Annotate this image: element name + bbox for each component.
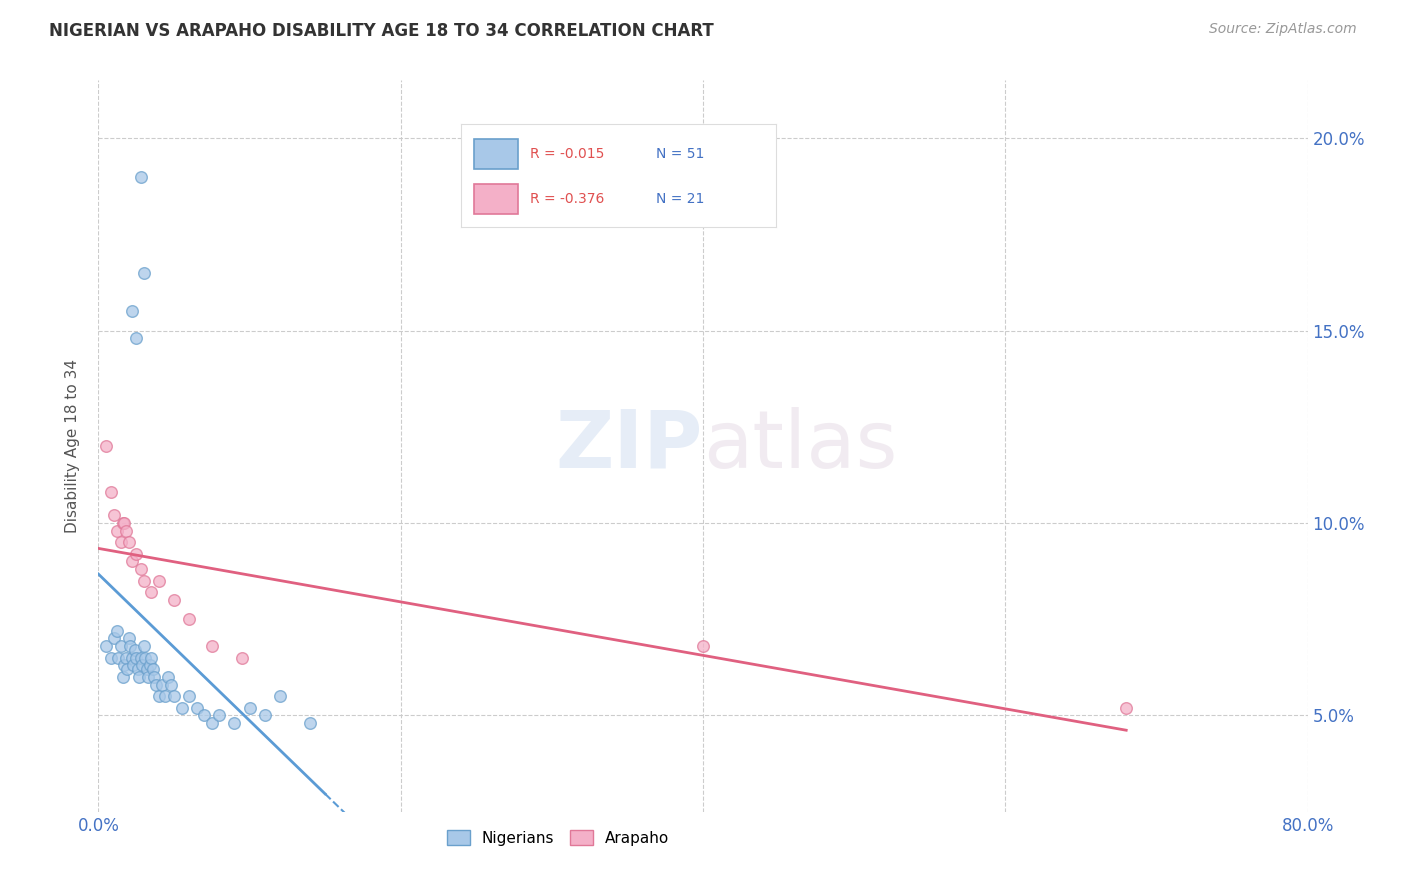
Point: [148, 690, 170, 704]
Point: [100, 650, 122, 665]
Point: [170, 700, 193, 714]
Point: [127, 662, 149, 676]
Text: ZIP: ZIP: [555, 407, 703, 485]
Point: [142, 662, 165, 676]
Point: [103, 508, 125, 523]
Point: [141, 650, 163, 665]
Point: [121, 650, 143, 665]
Point: [143, 670, 166, 684]
Point: [156, 670, 179, 684]
Point: [114, 524, 136, 538]
Point: [114, 62, 136, 76]
Point: [107, 650, 129, 665]
Point: [125, 547, 148, 561]
Point: [100, 485, 122, 500]
Point: [208, 708, 231, 723]
Point: [110, 535, 132, 549]
Point: [103, 632, 125, 646]
Point: [94, 639, 117, 653]
Point: [201, 639, 224, 653]
Point: [114, 650, 136, 665]
Point: [128, 670, 150, 684]
Point: [141, 585, 163, 599]
Point: [131, 658, 153, 673]
Point: [150, 678, 173, 692]
Point: [134, 650, 156, 665]
Point: [120, 639, 142, 653]
Point: [132, 266, 155, 280]
Point: [122, 658, 145, 673]
Point: [125, 331, 148, 345]
Point: [136, 670, 159, 684]
Y-axis label: Disability Age 18 to 34: Disability Age 18 to 34: [65, 359, 80, 533]
Point: [153, 690, 176, 704]
Point: [110, 639, 132, 653]
Text: NIGERIAN VS ARAPAHO DISABILITY AGE 18 TO 34 CORRELATION CHART: NIGERIAN VS ARAPAHO DISABILITY AGE 18 TO…: [49, 22, 714, 40]
Point: [135, 662, 157, 676]
Point: [239, 700, 262, 714]
Point: [112, 658, 135, 673]
Point: [1115, 700, 1137, 714]
Point: [193, 708, 215, 723]
Point: [224, 716, 246, 731]
Point: [231, 650, 253, 665]
Point: [179, 690, 201, 704]
Point: [129, 169, 152, 184]
Point: [118, 632, 141, 646]
Point: [163, 690, 186, 704]
Point: [139, 658, 162, 673]
Point: [111, 670, 134, 684]
Point: [269, 690, 291, 704]
Point: [125, 650, 148, 665]
Point: [253, 708, 276, 723]
Point: [118, 535, 141, 549]
Point: [105, 624, 128, 638]
Point: [121, 304, 143, 318]
Point: [186, 700, 208, 714]
Point: [160, 678, 183, 692]
Text: atlas: atlas: [703, 407, 897, 485]
Point: [94, 439, 117, 453]
Point: [111, 516, 134, 530]
Legend: Nigerians, Arapaho: Nigerians, Arapaho: [440, 823, 675, 852]
Point: [163, 593, 186, 607]
Point: [105, 524, 128, 538]
Point: [124, 643, 146, 657]
Point: [112, 516, 135, 530]
Point: [201, 716, 224, 731]
Point: [132, 639, 155, 653]
Point: [132, 574, 155, 588]
Point: [299, 716, 322, 731]
Point: [129, 650, 152, 665]
Point: [121, 554, 143, 568]
Point: [179, 612, 201, 626]
Point: [115, 662, 138, 676]
Point: [692, 639, 714, 653]
Point: [129, 562, 152, 576]
Text: Source: ZipAtlas.com: Source: ZipAtlas.com: [1209, 22, 1357, 37]
Point: [145, 678, 167, 692]
Point: [148, 574, 170, 588]
